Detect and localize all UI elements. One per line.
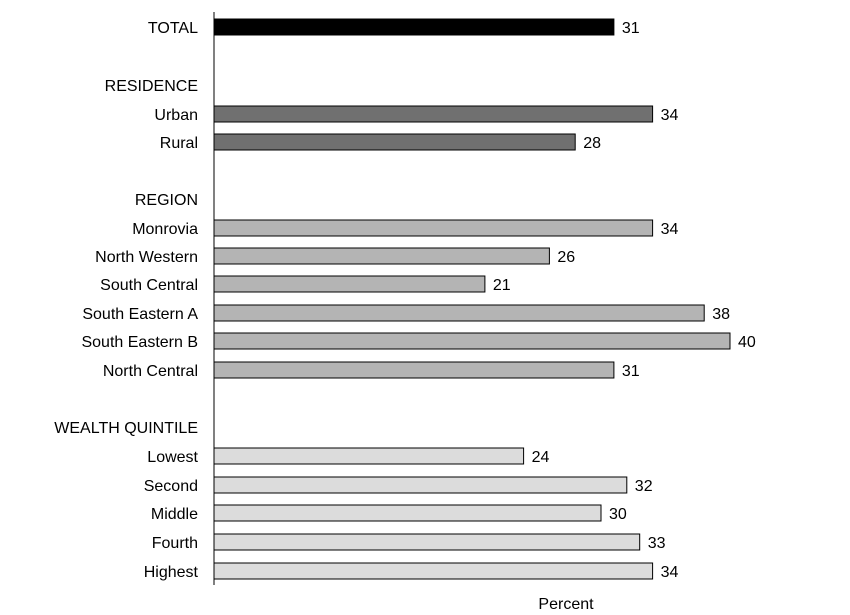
value-label-north-central: 31 [622,363,640,380]
value-label-urban: 34 [661,107,679,124]
value-label-rural: 28 [583,135,601,152]
category-label-north-western: North Western [95,249,198,266]
x-axis-title: Percent [538,596,594,613]
bar-urban [213,105,654,123]
category-label-total: TOTAL [148,20,198,37]
bar-fourth [213,533,641,551]
value-label-highest: 34 [661,564,679,581]
category-label-lowest: Lowest [147,449,198,466]
value-label-south-central: 21 [493,277,511,294]
bar-south-eastern-b [213,332,731,350]
bar-south-eastern-a [213,304,705,322]
value-label-middle: 30 [609,506,627,523]
category-label-south-eastern-a: South Eastern A [82,306,198,323]
value-label-south-eastern-b: 40 [738,334,756,351]
bar-highest [213,562,654,580]
value-label-fourth: 33 [648,535,666,552]
bar-lowest [213,447,525,465]
bar-monrovia [213,219,654,237]
category-label-middle: Middle [151,506,198,523]
value-label-lowest: 24 [532,449,550,466]
bar-second [213,476,628,494]
category-label-south-eastern-b: South Eastern B [81,334,198,351]
category-label-monrovia: Monrovia [132,221,198,238]
category-label-highest: Highest [144,564,199,581]
bar-north-western [213,247,550,265]
group-header-region: REGION [135,192,198,209]
category-label-second: Second [144,478,198,495]
value-label-monrovia: 34 [661,221,679,238]
group-header-wealth-quintile: WEALTH QUINTILE [54,420,198,437]
category-label-south-central: South Central [100,277,198,294]
bar-north-central [213,361,615,379]
bar-middle [213,504,602,522]
category-label-rural: Rural [160,135,198,152]
bar-total [213,18,615,36]
value-label-south-eastern-a: 38 [712,306,730,323]
category-label-urban: Urban [154,107,198,124]
value-label-total: 31 [622,20,640,37]
bar-rural [213,133,576,151]
group-header-residence: RESIDENCE [105,78,198,95]
category-label-north-central: North Central [103,363,198,380]
value-label-north-western: 26 [557,249,575,266]
category-label-fourth: Fourth [152,535,198,552]
value-label-second: 32 [635,478,653,495]
bar-south-central [213,275,486,293]
